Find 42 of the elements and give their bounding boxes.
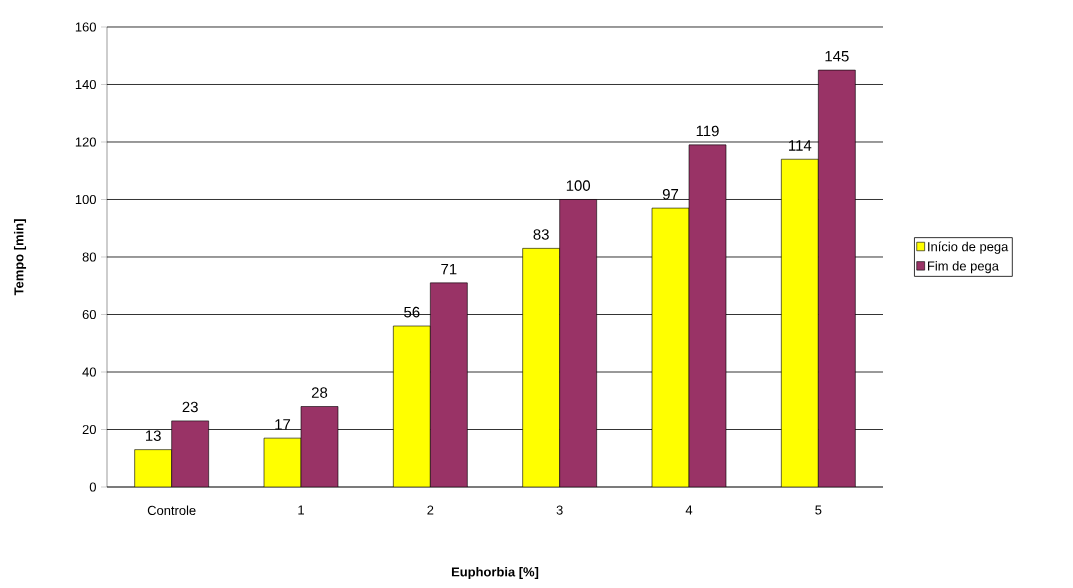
y-tick-label: 160 xyxy=(75,22,96,32)
x-tick-label: 3 xyxy=(556,505,563,515)
y-tick-label: 60 xyxy=(82,309,96,320)
data-label: 13 xyxy=(146,430,161,441)
bar xyxy=(652,208,689,487)
data-label: 28 xyxy=(311,387,328,398)
y-tick-label: 20 xyxy=(82,424,96,435)
x-axis-title: Euphorbia [%] xyxy=(451,566,539,580)
data-label: 119 xyxy=(696,125,719,137)
y-tick-label: 80 xyxy=(82,252,96,262)
data-label: 97 xyxy=(662,188,679,200)
bar xyxy=(818,69,856,487)
y-tick-label: 140 xyxy=(75,79,96,90)
bar xyxy=(393,326,431,487)
x-tick-label: Controle xyxy=(147,505,196,516)
data-label: 23 xyxy=(182,401,198,413)
y-tick-label: 0 xyxy=(89,482,96,492)
y-tick-label: 40 xyxy=(82,367,96,377)
data-label: 145 xyxy=(825,51,849,62)
bar xyxy=(689,144,726,487)
y-tick-label: 120 xyxy=(75,137,96,147)
bar xyxy=(781,158,819,487)
bar xyxy=(171,420,209,487)
legend-label: Início de pega xyxy=(928,241,1009,254)
bar xyxy=(522,248,560,487)
bar xyxy=(134,449,172,487)
y-axis-title: Tempo [min] xyxy=(13,219,27,296)
bar xyxy=(264,438,301,487)
data-label: 83 xyxy=(533,229,549,240)
x-tick-label: 5 xyxy=(815,505,822,515)
data-label: 114 xyxy=(789,140,812,151)
bar xyxy=(301,406,338,487)
bar xyxy=(559,199,597,487)
legend-label: Fim de pega xyxy=(928,261,999,274)
data-label: 71 xyxy=(441,263,457,275)
x-tick-label: 4 xyxy=(685,505,693,515)
y-tick-label: 100 xyxy=(75,194,96,205)
bar xyxy=(430,282,468,487)
x-tick-label: 1 xyxy=(298,505,304,515)
data-label: 100 xyxy=(566,180,591,191)
x-tick-label: 2 xyxy=(427,505,434,515)
data-label: 17 xyxy=(275,419,291,430)
